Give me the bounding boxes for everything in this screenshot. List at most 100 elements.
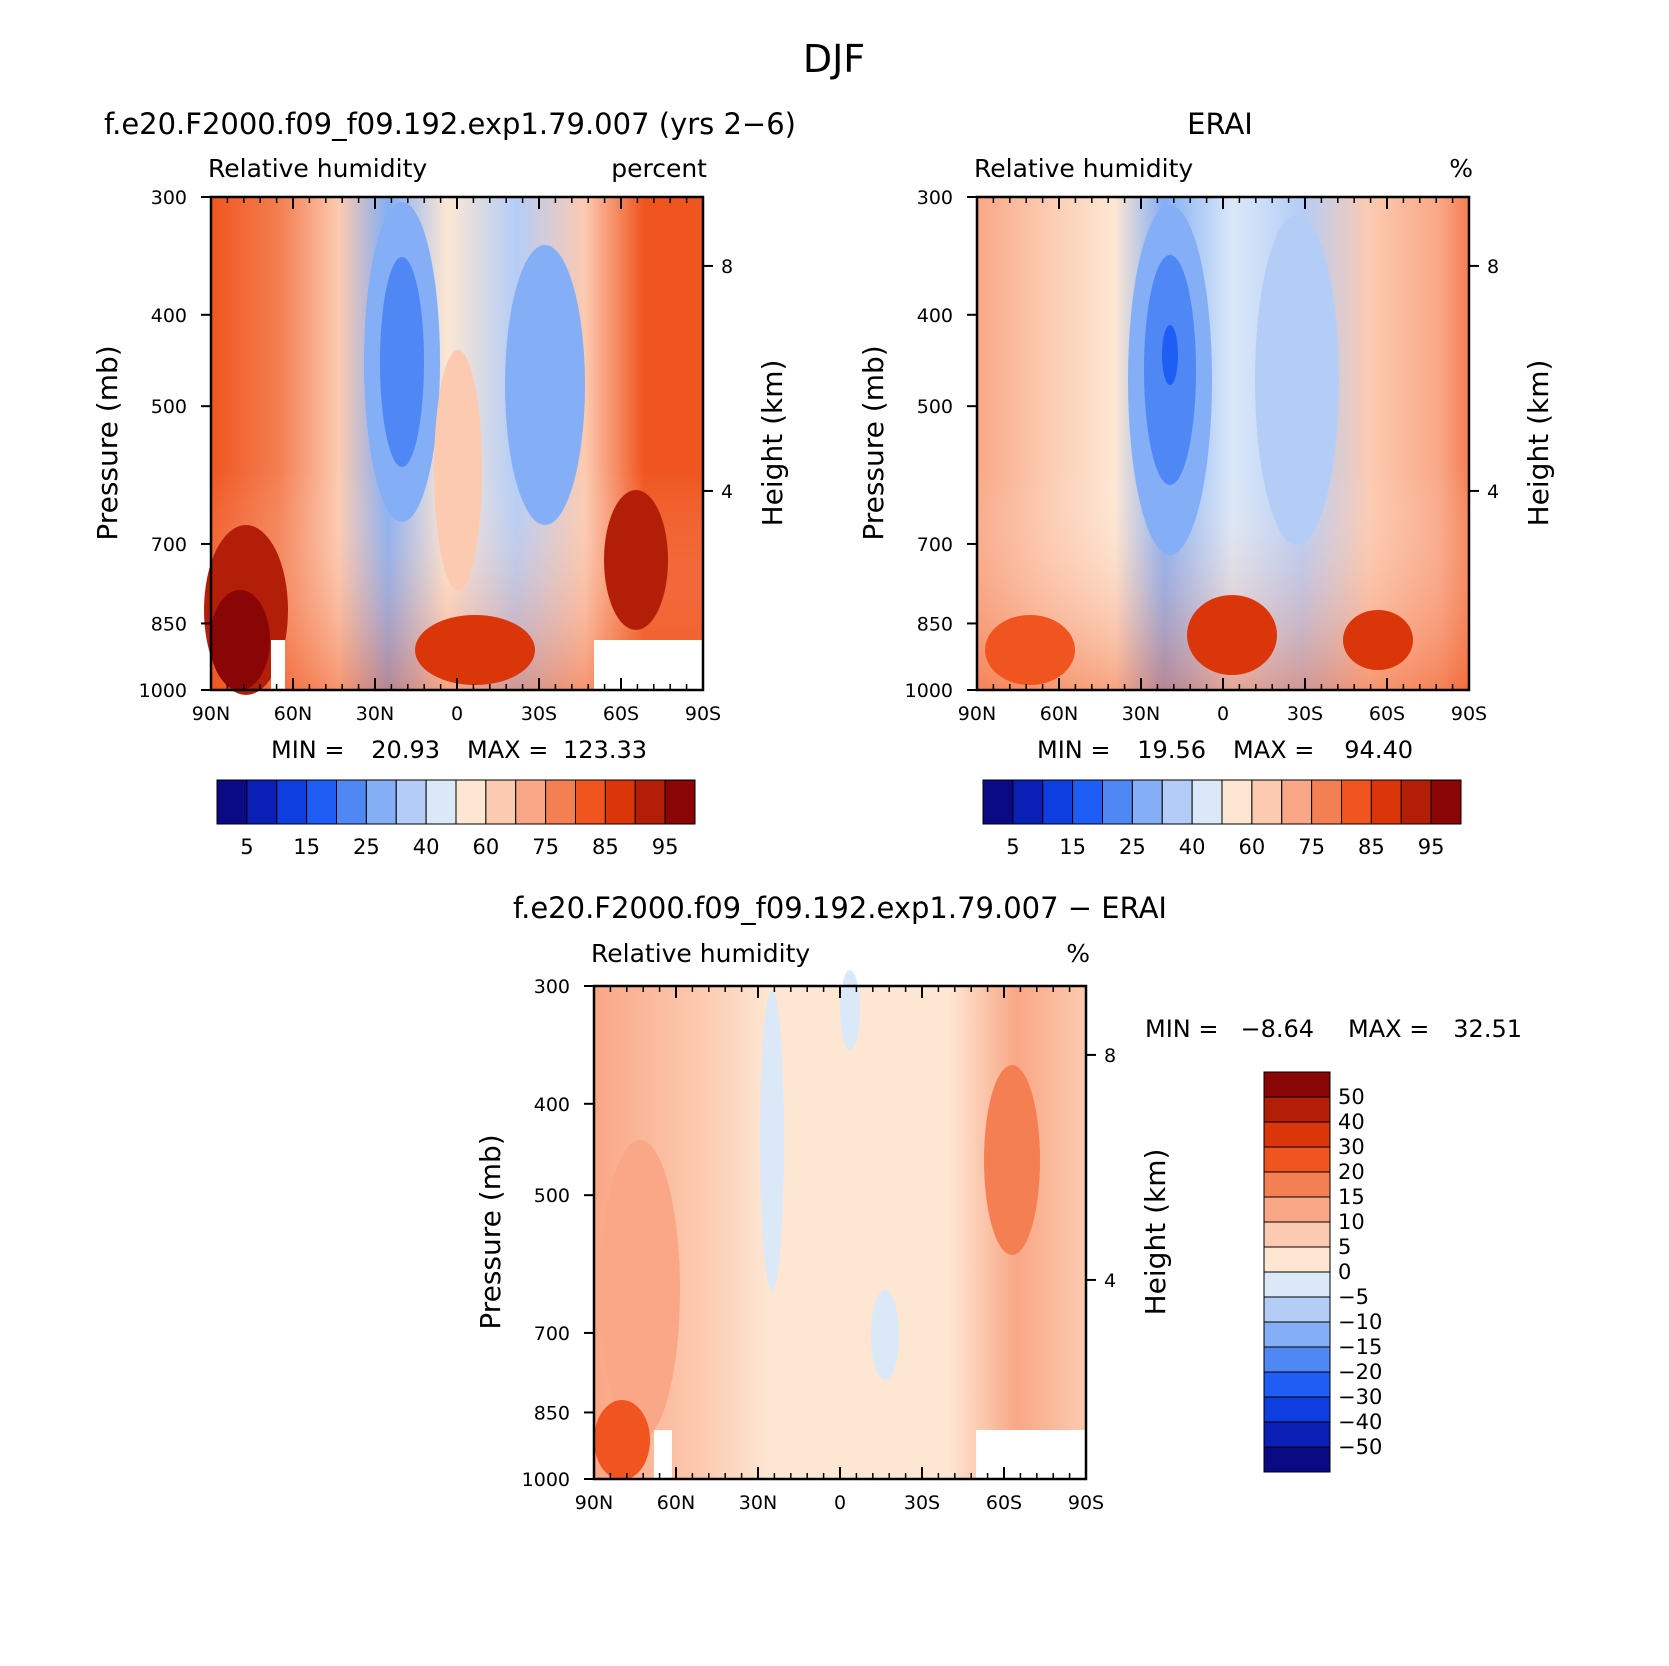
model-x-tick-label: 0 xyxy=(451,703,463,725)
model-colorbar-label: 95 xyxy=(652,835,679,859)
diff-colorbar-label: 0 xyxy=(1338,1260,1351,1284)
panel-model: f.e20.F2000.f09_f09.192.exp1.79.007 (yrs… xyxy=(91,107,796,859)
model-contour-moist-nh-bl-core xyxy=(210,590,270,690)
diff-colorbar-swatch xyxy=(1263,1346,1331,1373)
diff-colorbar-label: −10 xyxy=(1338,1310,1382,1334)
obs-y-tick-label: 300 xyxy=(917,187,953,209)
obs-x-tick-label: 60S xyxy=(1369,703,1405,725)
obs-colorbar-swatch xyxy=(1131,779,1163,825)
diff-colorbar-swatch xyxy=(1263,1246,1331,1273)
diff-missing-data-a xyxy=(654,1430,672,1479)
obs-colorbar-swatch xyxy=(1012,779,1044,825)
obs-y-tick-label: 500 xyxy=(917,396,953,418)
panel-diff: f.e20.F2000.f09_f09.192.exp1.79.007 − ER… xyxy=(474,891,1522,1514)
obs-y2-tick-label: 4 xyxy=(1487,481,1499,503)
model-min-label: MIN = xyxy=(271,736,344,764)
obs-colorbar-label: 5 xyxy=(1006,835,1019,859)
obs-colorbar-swatch xyxy=(1102,779,1133,825)
model-ylabel: Pressure (mb) xyxy=(91,345,124,540)
obs-x-tick-label: 60N xyxy=(1040,703,1078,725)
obs-contour-moist-nh-bl xyxy=(985,615,1075,685)
diff-colorbar-label: −50 xyxy=(1338,1435,1382,1459)
model-colorbar-swatch xyxy=(306,779,337,825)
obs-colorbar-swatch xyxy=(1311,779,1342,825)
model-y-tick-label: 300 xyxy=(151,187,187,209)
model-x-tick-label: 30S xyxy=(521,703,557,725)
model-colorbar-swatch xyxy=(276,779,308,825)
model-colorbar-swatch xyxy=(634,779,666,825)
obs-colorbar-swatch xyxy=(1191,779,1223,825)
diff-x-tick-label: 60S xyxy=(986,1492,1022,1514)
model-x-tick-label: 90N xyxy=(192,703,230,725)
model-contour-dry-sh xyxy=(505,245,585,525)
model-y-tick-label: 500 xyxy=(151,396,187,418)
diff-min-label: MIN = xyxy=(1145,1015,1218,1043)
model-colorbar-swatch xyxy=(575,779,606,825)
diff-colorbar-swatch xyxy=(1263,1171,1331,1198)
diff-y2-tick-label: 8 xyxy=(1104,1045,1116,1067)
diff-colorbar-swatch xyxy=(1263,1446,1331,1473)
obs-colorbar-swatch xyxy=(982,779,1014,825)
model-contour-moist-sh-bl xyxy=(604,490,668,630)
obs-y-tick-label: 700 xyxy=(917,534,953,556)
obs-colorbar-swatch xyxy=(1161,779,1193,825)
obs-colorbar-label: 40 xyxy=(1179,835,1206,859)
axes-obs: 90N 60N 30N 0 30S 60S 90S 300 400 500 700 850 1000 8 4 xyxy=(905,187,1499,725)
model-colorbar-swatch xyxy=(515,779,547,825)
model-y-tick-label: 700 xyxy=(151,534,187,556)
model-colorbar-swatch xyxy=(485,779,517,825)
diff-y-tick-label: 300 xyxy=(534,976,570,998)
obs-colorbar-swatch xyxy=(1370,779,1402,825)
obs-x-tick-label: 90N xyxy=(958,703,996,725)
colorbar-obs: 5 15 25 40 60 75 85 95 xyxy=(982,779,1462,859)
diff-colorbar-swatch xyxy=(1263,1321,1331,1348)
model-y-tick-label: 1000 xyxy=(139,680,187,702)
model-colorbar-swatch xyxy=(425,779,457,825)
obs-ylabel: Pressure (mb) xyxy=(857,345,890,540)
diff-colorbar-swatch xyxy=(1263,1071,1331,1098)
diff-max-value: 32.51 xyxy=(1453,1015,1522,1043)
obs-colorbar-swatch xyxy=(1251,779,1283,825)
obs-colorbar-label: 15 xyxy=(1059,835,1086,859)
diff-y-tick-label: 500 xyxy=(534,1185,570,1207)
diff-colorbar-label: 15 xyxy=(1338,1185,1365,1209)
model-contour-moist-eq-bl xyxy=(415,615,535,685)
obs-contour-moist-sh-bl xyxy=(1343,610,1413,670)
model-colorbar-swatch xyxy=(336,779,367,825)
diff-x-tick-label: 90S xyxy=(1068,1492,1104,1514)
panel-model-right-label: percent xyxy=(611,154,707,183)
diff-colorbar-swatch xyxy=(1263,1096,1331,1123)
diff-contour-neg-top xyxy=(840,970,860,1050)
panel-diff-left-label: Relative humidity xyxy=(591,939,810,968)
obs-y-tick-label: 850 xyxy=(917,613,953,635)
obs-contour-moist-eq-bl xyxy=(1187,595,1277,675)
model-y-tick-label: 400 xyxy=(151,305,187,327)
model-y-tick-label: 850 xyxy=(151,613,187,635)
diff-colorbar-label: 10 xyxy=(1338,1210,1365,1234)
diff-colorbar-label: 5 xyxy=(1338,1235,1351,1259)
diff-x-tick-label: 60N xyxy=(657,1492,695,1514)
diff-y2label: Height (km) xyxy=(1139,1149,1172,1316)
obs-max-value: 94.40 xyxy=(1344,736,1413,764)
model-y2label: Height (km) xyxy=(756,360,789,527)
model-colorbar-swatch xyxy=(246,779,278,825)
model-colorbar-swatch xyxy=(455,779,487,825)
obs-y2-tick-label: 8 xyxy=(1487,256,1499,278)
diff-y2-tick-label: 4 xyxy=(1104,1270,1116,1292)
obs-colorbar-label: 25 xyxy=(1119,835,1146,859)
diff-colorbar-label: 20 xyxy=(1338,1160,1365,1184)
diff-contour-neg-eq-upper xyxy=(760,990,784,1290)
diff-contour-pos-sh xyxy=(984,1065,1040,1255)
diff-colorbar-label: 50 xyxy=(1338,1085,1365,1109)
obs-colorbar-swatch xyxy=(1221,779,1253,825)
obs-x-tick-label: 90S xyxy=(1451,703,1487,725)
model-colorbar-label: 15 xyxy=(293,835,320,859)
panel-diff-right-label: % xyxy=(1066,939,1090,968)
diff-colorbar-label: 40 xyxy=(1338,1110,1365,1134)
model-contour-moist-eq xyxy=(434,350,482,590)
diff-colorbar-swatch xyxy=(1263,1221,1331,1248)
model-colorbar-swatch xyxy=(604,779,636,825)
panel-obs-left-label: Relative humidity xyxy=(974,154,1193,183)
